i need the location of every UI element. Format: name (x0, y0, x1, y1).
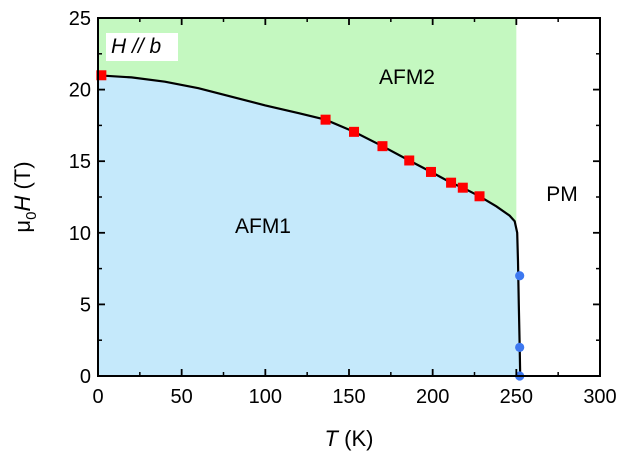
phase-regions (98, 18, 600, 377)
data-point-square-7 (457, 182, 468, 193)
y-axis-title: μ0H (T) (10, 161, 40, 232)
x-tick-label: 200 (416, 386, 449, 408)
x-axis-unit: (K) (338, 426, 373, 451)
y-axis-mu: μ (10, 220, 35, 233)
data-point-circle-1 (515, 342, 525, 352)
x-tick-label: 0 (92, 386, 103, 408)
y-tick-label: 15 (69, 151, 91, 173)
x-axis-symbol: T (325, 426, 340, 451)
data-point-square-0 (96, 70, 107, 81)
x-tick-label: 50 (171, 386, 193, 408)
annotation-background (106, 33, 178, 61)
y-tick-label: 25 (69, 8, 91, 30)
region-label-afm2: AFM2 (379, 66, 435, 89)
axis-ticks: 0 50 100 150 200 250 300 0 5 10 15 20 25 (69, 8, 617, 408)
region-afm1 (98, 75, 521, 377)
data-point-square-5 (425, 166, 436, 177)
data-point-square-1 (320, 114, 331, 125)
x-tick-label: 150 (332, 386, 365, 408)
data-point-square-2 (349, 126, 360, 137)
data-point-square-4 (404, 155, 415, 166)
x-tick-label: 100 (249, 386, 282, 408)
y-axis-symbol: H (10, 196, 35, 212)
x-tick-label: 300 (583, 386, 616, 408)
data-point-square-8 (474, 191, 485, 202)
y-tick-label: 5 (80, 294, 91, 316)
data-point-circle-0 (515, 271, 525, 281)
x-axis-title: T (K) (325, 426, 374, 451)
y-tick-label: 0 (80, 366, 91, 388)
y-axis-subscript: 0 (23, 212, 40, 220)
field-direction-annotation: H // b (111, 35, 162, 58)
data-point-square-3 (377, 141, 388, 152)
y-axis-unit: (T) (10, 161, 35, 195)
y-tick-label: 10 (69, 223, 91, 245)
region-label-afm1: AFM1 (235, 215, 291, 238)
region-label-pm: PM (546, 183, 578, 206)
y-tick-label: 20 (69, 80, 91, 102)
x-tick-label: 250 (500, 386, 533, 408)
region-afm2 (98, 18, 517, 233)
data-point-square-6 (446, 177, 457, 188)
